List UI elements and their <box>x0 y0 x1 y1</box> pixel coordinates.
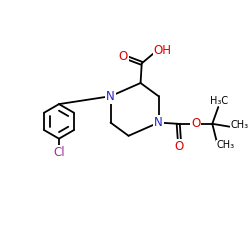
Text: O: O <box>175 140 184 153</box>
Text: N: N <box>154 116 163 129</box>
Text: CH₃: CH₃ <box>217 140 235 150</box>
Text: N: N <box>106 90 115 103</box>
Text: O: O <box>191 117 200 130</box>
Text: O: O <box>118 50 128 63</box>
Text: H₃C: H₃C <box>210 96 228 106</box>
Text: CH₃: CH₃ <box>231 120 249 130</box>
Text: Cl: Cl <box>53 146 65 159</box>
Text: OH: OH <box>154 44 172 57</box>
